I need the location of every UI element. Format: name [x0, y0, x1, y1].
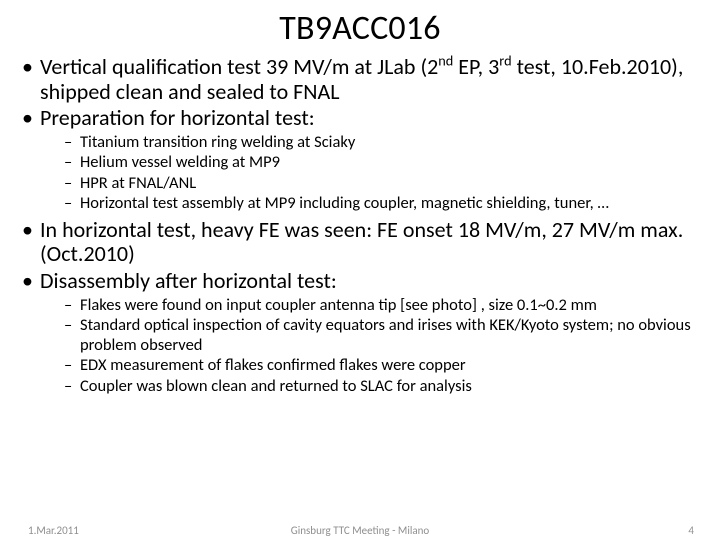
bullet-item: Disassembly after horizontal test: Flake… — [22, 269, 698, 396]
sub-bullet-item: Helium vessel welding at MP9 — [64, 153, 698, 172]
slide-title: TB9ACC016 — [22, 8, 698, 49]
sub-bullet-item: Flakes were found on input coupler anten… — [64, 296, 698, 315]
sub-bullet-item: EDX measurement of flakes confirmed flak… — [64, 356, 698, 375]
slide: TB9ACC016 Vertical qualification test 39… — [0, 0, 720, 540]
sub-bullet-list: Titanium transition ring welding at Scia… — [40, 133, 698, 214]
sub-bullet-list: Flakes were found on input coupler anten… — [40, 296, 698, 396]
bullet-item: In horizontal test, heavy FE was seen: F… — [22, 218, 698, 267]
sub-bullet-item: HPR at FNAL/ANL — [64, 174, 698, 193]
sub-bullet-item: Titanium transition ring welding at Scia… — [64, 133, 698, 152]
footer-page: 4 — [688, 524, 694, 537]
footer-title: Ginsburg TTC Meeting - Milano — [0, 524, 720, 537]
bullet-item: Preparation for horizontal test: Titaniu… — [22, 106, 698, 214]
sub-bullet-item: Horizontal test assembly at MP9 includin… — [64, 194, 698, 213]
bullet-item: Vertical qualification test 39 MV/m at J… — [22, 55, 698, 104]
sub-bullet-item: Standard optical inspection of cavity eq… — [64, 316, 698, 355]
sub-bullet-item: Coupler was blown clean and returned to … — [64, 377, 698, 396]
bullet-list: Vertical qualification test 39 MV/m at J… — [22, 55, 698, 396]
